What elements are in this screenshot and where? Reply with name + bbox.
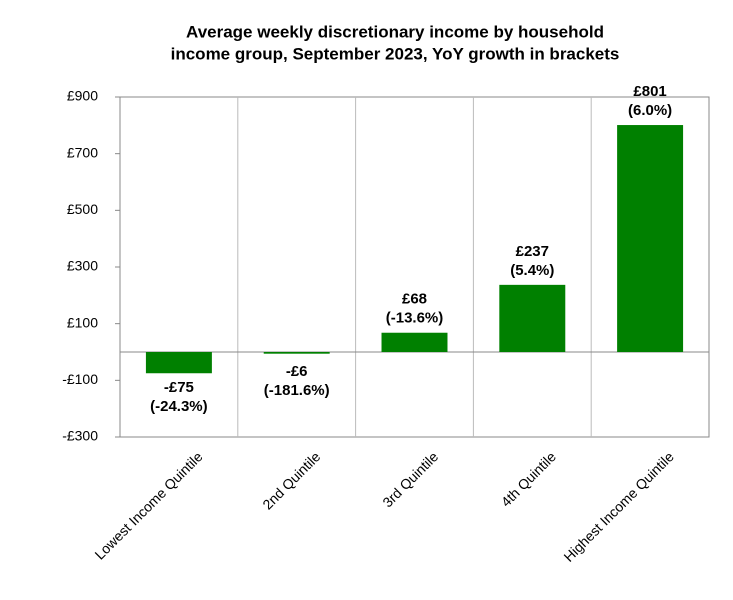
- value-label: £237: [516, 243, 549, 260]
- y-tick-label: -£100: [62, 371, 98, 387]
- growth-label: (5.4%): [510, 262, 554, 279]
- bar: [499, 284, 566, 352]
- x-tick-label: Highest Income Quintile: [560, 448, 677, 565]
- growth-label: (6.0%): [628, 102, 672, 119]
- bar: [381, 332, 448, 352]
- growth-label: (-13.6%): [386, 310, 444, 327]
- y-tick-label: £900: [67, 88, 98, 104]
- growth-label: (-181.6%): [264, 382, 330, 399]
- x-tick-label: 3rd Quintile: [379, 448, 441, 510]
- growth-label: (-24.3%): [150, 398, 208, 415]
- x-tick-label: 2nd Quintile: [259, 448, 323, 512]
- y-tick-label: -£300: [62, 428, 98, 444]
- x-tick-label: 4th Quintile: [498, 448, 560, 510]
- y-tick-label: £300: [67, 258, 98, 274]
- value-label: £68: [402, 291, 427, 308]
- y-tick-label: £700: [67, 144, 98, 160]
- value-label: -£6: [286, 363, 308, 380]
- chart-title: Average weekly discretionary income by h…: [186, 22, 604, 41]
- bar: [263, 352, 330, 354]
- chart-title: income group, September 2023, YoY growth…: [171, 44, 620, 63]
- value-label: £801: [633, 83, 666, 100]
- bar: [145, 352, 212, 374]
- y-tick-label: £100: [67, 314, 98, 330]
- bar: [617, 125, 684, 352]
- x-tick-label: Lowest Income Quintile: [91, 448, 205, 562]
- y-tick-label: £500: [67, 201, 98, 217]
- value-label: -£75: [164, 379, 194, 396]
